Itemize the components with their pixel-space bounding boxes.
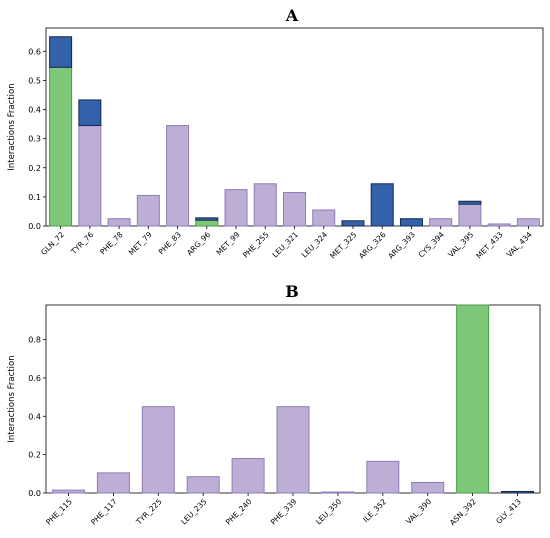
x-tick-label: ARG_393: [386, 230, 417, 261]
bar-hydrophobic: [51, 489, 85, 494]
bar-hydrophobic: [429, 218, 453, 227]
panel-a-title: A: [285, 6, 299, 25]
bar-hydrophobic: [166, 125, 190, 227]
y-tick-label: 0.2: [28, 451, 41, 460]
bar-hydrophobic: [78, 125, 102, 227]
x-tick-label: LEU_321: [271, 230, 300, 259]
bar-hydrophobic: [283, 192, 306, 227]
y-tick-label: 0.4: [28, 412, 41, 421]
x-tick-label: ILE_352: [361, 497, 388, 524]
bar-hydrophobic: [96, 472, 130, 494]
bar-ionic: [458, 200, 482, 205]
x-tick-label: ASN_392: [448, 497, 478, 527]
panel-b: B 0.0 0.2 0.4 0.6 0.8 Interactions Fraction PH…: [7, 282, 541, 527]
bar-hydrophobic: [516, 218, 540, 227]
x-tick-label: GLN_72: [39, 230, 66, 257]
x-tick-label: PHE_115: [44, 497, 74, 527]
bar-hydrophobic: [107, 218, 131, 227]
bar-ionic: [49, 36, 73, 68]
bar-hydrophobic: [487, 223, 511, 227]
panel-b-title: B: [285, 282, 299, 301]
x-tick-label: LEU_324: [300, 230, 329, 259]
x-tick-label: LEU_350: [314, 497, 343, 526]
bar-hydrophobic: [276, 406, 310, 494]
x-tick-label: VAL_395: [446, 230, 475, 259]
x-tick-label: CYS_394: [417, 230, 447, 260]
bar-hydrophobic: [458, 203, 482, 227]
y-tick-label: 0.8: [28, 336, 41, 345]
y-tick-label: 0.6: [28, 374, 41, 383]
x-tick-label: PHE_240: [224, 497, 254, 527]
bar-ionic: [195, 217, 219, 221]
x-tick-label: VAL_390: [404, 497, 433, 526]
x-tick-label: PHE_83: [157, 230, 183, 256]
y-axis-label: Interactions Fraction: [7, 355, 17, 442]
y-tick-label: 0.0: [28, 489, 41, 498]
y-tick-label: 0.1: [28, 193, 41, 202]
bar-hydrophobic: [411, 481, 445, 494]
x-tick-label: GLY_413: [494, 497, 523, 526]
bar-hydrophobic: [231, 457, 265, 494]
x-tick-label: MET_325: [328, 230, 358, 260]
bar-hydrophobic: [253, 183, 277, 227]
x-tick-label: PHE_117: [89, 497, 119, 527]
bar-hbond: [49, 66, 73, 227]
x-tick-label: VAL_434: [505, 230, 534, 259]
bar-hydrophobic: [136, 194, 160, 227]
bar-hbond: [456, 304, 490, 494]
y-tick-label: 0.6: [28, 47, 41, 56]
x-tick-label: TYR_225: [134, 497, 164, 527]
x-tick-label: MET_99: [215, 230, 242, 257]
bar-ionic: [78, 99, 102, 127]
bar-hydrophobic: [321, 491, 355, 494]
x-tick-label: TYR_76: [69, 230, 96, 257]
bar-hydrophobic: [366, 460, 400, 494]
x-tick-label: MET_79: [127, 230, 154, 257]
y-tick-label: 0.4: [28, 106, 41, 115]
bar-hbond: [195, 219, 219, 227]
x-tick-label: PHE_339: [269, 497, 299, 527]
x-tick-label: ARG_326: [357, 230, 388, 261]
x-tick-label: MET_433: [474, 230, 504, 260]
bar-ionic: [370, 183, 394, 227]
y-tick-label: 0.5: [28, 76, 41, 85]
y-tick-label: 0.2: [28, 164, 41, 173]
panel-a: A 0.0 0.1 0.2 0.3 0.4 0.5 0.6 Interactions Frac…: [7, 6, 544, 261]
bar-ionic: [399, 218, 423, 227]
bar-ionic: [341, 220, 365, 227]
bar-hydrophobic: [312, 209, 336, 227]
y-tick-label: 0.3: [28, 135, 41, 144]
bar-hydrophobic: [141, 406, 175, 494]
x-tick-label: LEU_235: [179, 497, 208, 526]
bar-hydrophobic: [224, 189, 248, 227]
y-axis-label: Interactions Fraction: [7, 83, 17, 170]
x-tick-label: PHE_255: [241, 230, 271, 260]
y-tick-label: 0.0: [28, 222, 41, 231]
bar-hydrophobic: [186, 476, 220, 494]
x-tick-label: ARG_96: [185, 230, 212, 257]
bar-ionic: [501, 490, 535, 494]
x-tick-label: PHE_78: [98, 230, 124, 256]
